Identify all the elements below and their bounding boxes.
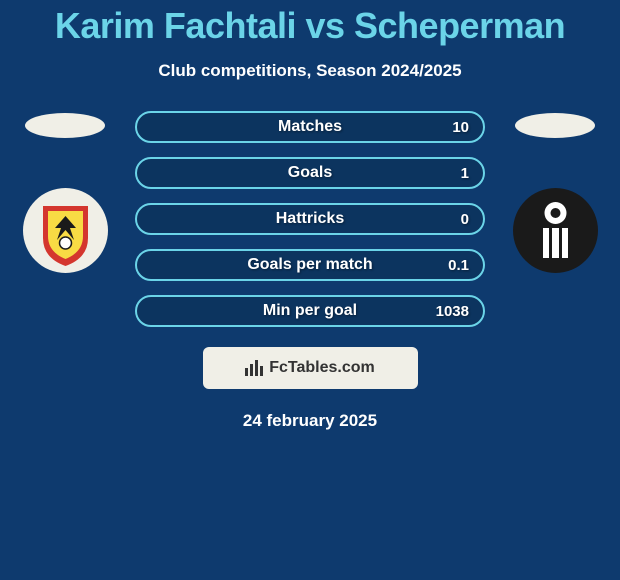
stat-label: Matches [278, 118, 342, 136]
player-right-column [505, 111, 605, 273]
player-right-avatar [515, 113, 595, 138]
stat-label: Goals per match [247, 256, 372, 274]
date-text: 24 february 2025 [0, 411, 620, 431]
stat-label: Hattricks [276, 210, 344, 228]
player-left-column [15, 111, 115, 273]
subtitle: Club competitions, Season 2024/2025 [0, 61, 620, 81]
go-ahead-eagles-icon [23, 188, 108, 273]
stat-right-value: 10 [452, 119, 469, 136]
stat-row-matches: Matches 10 [135, 111, 485, 143]
stat-right-value: 0.1 [448, 257, 469, 274]
stat-right-value: 1038 [436, 303, 469, 320]
stat-row-goals-per-match: Goals per match 0.1 [135, 249, 485, 281]
watermark: FcTables.com [203, 347, 418, 389]
stat-right-value: 0 [461, 211, 469, 228]
page-title: Karim Fachtali vs Scheperman [0, 5, 620, 47]
club-badge-left [23, 188, 108, 273]
stats-column: Matches 10 Goals 1 Hattricks 0 Goals per… [135, 111, 485, 327]
stat-label: Min per goal [263, 302, 357, 320]
stat-label: Goals [288, 164, 332, 182]
stat-right-value: 1 [461, 165, 469, 182]
watermark-text: FcTables.com [269, 359, 375, 377]
stat-row-goals: Goals 1 [135, 157, 485, 189]
content-row: Matches 10 Goals 1 Hattricks 0 Goals per… [0, 111, 620, 327]
stat-row-hattricks: Hattricks 0 [135, 203, 485, 235]
heracles-icon [513, 188, 598, 273]
chart-bars-icon [245, 360, 263, 376]
player-left-avatar [25, 113, 105, 138]
comparison-infographic: Karim Fachtali vs Scheperman Club compet… [0, 0, 620, 580]
stat-row-min-per-goal: Min per goal 1038 [135, 295, 485, 327]
club-badge-right [513, 188, 598, 273]
